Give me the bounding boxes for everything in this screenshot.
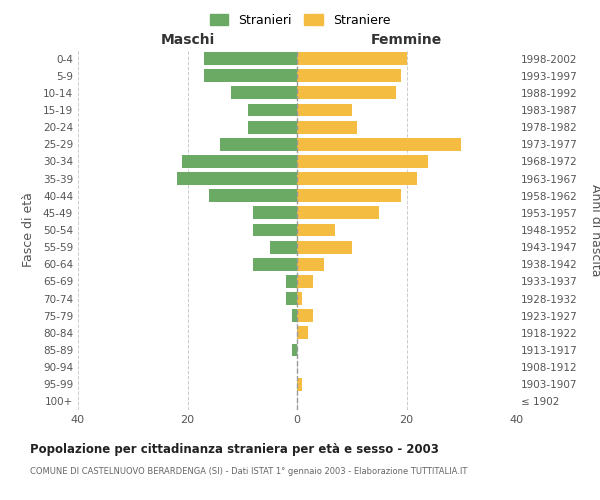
Bar bbox=[297, 240, 352, 254]
Bar bbox=[292, 310, 297, 322]
Bar bbox=[297, 138, 461, 150]
Bar bbox=[297, 120, 357, 134]
Bar bbox=[297, 378, 302, 390]
Bar bbox=[297, 190, 401, 202]
Bar bbox=[292, 344, 297, 356]
Bar bbox=[297, 155, 428, 168]
Text: Maschi: Maschi bbox=[160, 32, 215, 46]
Bar bbox=[297, 258, 325, 270]
Text: COMUNE DI CASTELNUOVO BERARDENGA (SI) - Dati ISTAT 1° gennaio 2003 - Elaborazion: COMUNE DI CASTELNUOVO BERARDENGA (SI) - … bbox=[30, 468, 467, 476]
Bar bbox=[248, 120, 297, 134]
Text: Femmine: Femmine bbox=[371, 32, 442, 46]
Bar bbox=[182, 155, 297, 168]
Bar bbox=[253, 258, 297, 270]
Bar bbox=[286, 292, 297, 305]
Text: Popolazione per cittadinanza straniera per età e sesso - 2003: Popolazione per cittadinanza straniera p… bbox=[30, 442, 439, 456]
Bar bbox=[269, 240, 297, 254]
Bar bbox=[204, 52, 297, 65]
Bar bbox=[209, 190, 297, 202]
Bar bbox=[297, 104, 352, 117]
Bar bbox=[297, 292, 302, 305]
Bar bbox=[297, 172, 418, 185]
Bar bbox=[253, 206, 297, 220]
Bar bbox=[297, 326, 308, 340]
Bar bbox=[176, 172, 297, 185]
Bar bbox=[297, 275, 313, 288]
Bar bbox=[297, 224, 335, 236]
Bar bbox=[204, 70, 297, 82]
Bar bbox=[297, 52, 407, 65]
Bar bbox=[286, 275, 297, 288]
Bar bbox=[220, 138, 297, 150]
Y-axis label: Anni di nascita: Anni di nascita bbox=[589, 184, 600, 276]
Bar bbox=[248, 104, 297, 117]
Bar bbox=[232, 86, 297, 100]
Bar bbox=[297, 310, 313, 322]
Y-axis label: Fasce di età: Fasce di età bbox=[22, 192, 35, 268]
Bar bbox=[253, 224, 297, 236]
Bar bbox=[297, 86, 395, 100]
Bar bbox=[297, 206, 379, 220]
Legend: Stranieri, Straniere: Stranieri, Straniere bbox=[205, 8, 395, 32]
Bar bbox=[297, 70, 401, 82]
